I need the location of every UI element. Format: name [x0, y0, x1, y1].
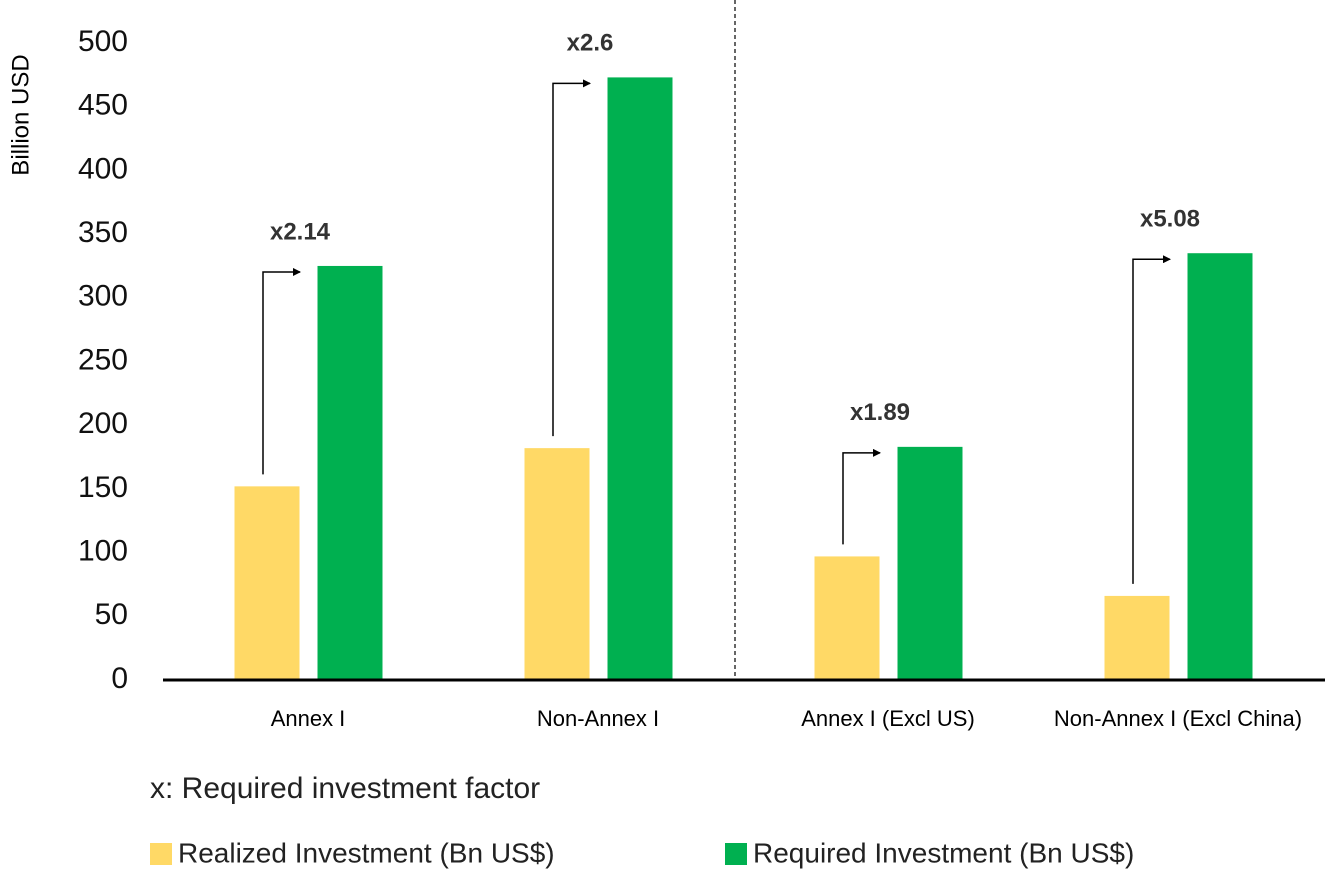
x-tick-label: Annex I (Excl US) — [801, 706, 975, 731]
y-axis-label: Billion USD — [7, 54, 34, 175]
legend-label: Required Investment (Bn US$) — [753, 837, 1134, 868]
legend-swatch — [725, 843, 747, 865]
bar — [524, 448, 590, 680]
bar — [1104, 595, 1170, 680]
y-tick-label: 100 — [78, 535, 128, 568]
annotation: x2.6 — [567, 30, 614, 57]
y-tick-label: 300 — [78, 280, 128, 313]
factor-arrow — [842, 448, 881, 545]
factor-arrow — [552, 79, 591, 437]
factor-arrow — [1132, 255, 1171, 584]
factor-arrow — [262, 267, 301, 475]
y-tick-label: 500 — [78, 25, 128, 58]
legend-label: Realized Investment (Bn US$) — [178, 837, 555, 868]
bar — [317, 265, 383, 680]
y-tick-label: 150 — [78, 471, 128, 504]
x-tick-label: Annex I — [270, 706, 346, 731]
x-tick-label: Non-Annex I — [536, 706, 660, 731]
y-tick-label: 50 — [95, 598, 128, 631]
x-tick-label: Non-Annex I (Excl China) — [1053, 706, 1303, 731]
bar — [1187, 253, 1253, 680]
y-tick-label: 450 — [78, 89, 128, 122]
annotation: x1.89 — [850, 399, 910, 426]
y-tick-label: 400 — [78, 152, 128, 185]
bar — [897, 446, 963, 680]
y-tick-label: 250 — [78, 343, 128, 376]
bar — [234, 486, 300, 680]
y-tick-label: 200 — [78, 407, 128, 440]
bar — [607, 77, 673, 680]
y-tick-label: 0 — [111, 662, 128, 695]
annotation: x5.08 — [1140, 206, 1200, 233]
annotation: x2.14 — [270, 218, 331, 245]
note: x: Required investment factor — [150, 772, 540, 805]
bar — [814, 556, 880, 680]
y-tick-label: 350 — [78, 216, 128, 249]
legend-swatch — [150, 843, 172, 865]
